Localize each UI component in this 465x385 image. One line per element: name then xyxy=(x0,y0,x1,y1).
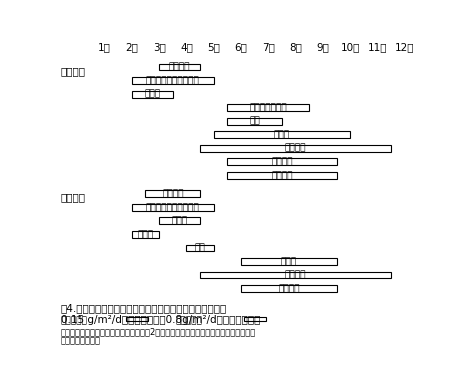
Text: オオムギ: オオムギ xyxy=(169,63,190,72)
Text: 11月: 11月 xyxy=(368,42,387,52)
Text: 窒素除去：: 窒素除去： xyxy=(175,317,202,326)
Text: アシ: アシ xyxy=(195,243,206,253)
Bar xyxy=(159,218,200,224)
Bar xyxy=(186,244,214,251)
Bar xyxy=(227,159,337,165)
Text: おける試験結果。: おける試験結果。 xyxy=(61,336,101,345)
Text: リン除去：: リン除去： xyxy=(61,317,88,326)
Text: ハトムギ: ハトムギ xyxy=(271,171,293,180)
Text: 窒素除去: 窒素除去 xyxy=(61,192,86,203)
Bar xyxy=(227,104,309,111)
Text: ケナフ: ケナフ xyxy=(281,257,297,266)
Bar xyxy=(227,172,337,179)
Bar xyxy=(200,271,391,278)
Text: 6月: 6月 xyxy=(235,42,247,52)
Bar xyxy=(132,231,159,238)
Text: 3月: 3月 xyxy=(153,42,166,52)
Bar xyxy=(200,145,391,152)
Text: ハナナ: ハナナ xyxy=(138,230,153,239)
Text: マリーゴールド: マリーゴールド xyxy=(250,103,287,112)
Text: ソルガム: ソルガム xyxy=(271,157,293,166)
Text: パピルス: パピルス xyxy=(285,144,306,153)
Bar xyxy=(126,316,148,321)
Bar xyxy=(214,131,350,138)
Bar xyxy=(241,258,337,265)
Bar xyxy=(132,204,214,211)
Bar xyxy=(132,91,173,97)
Text: オオムギ: オオムギ xyxy=(162,189,184,198)
Text: ハナナ: ハナナ xyxy=(144,90,160,99)
Text: 注）リン・窒素除去速度の最高値は、围2参照。茅城県つくば市観音台のガラス室内に: 注）リン・窒素除去速度の最高値は、围2参照。茅城県つくば市観音台のガラス室内に xyxy=(61,327,256,336)
Text: リン除去: リン除去 xyxy=(61,66,86,76)
Text: 9月: 9月 xyxy=(317,42,329,52)
Text: カラー: カラー xyxy=(172,216,188,225)
Text: 2月: 2月 xyxy=(126,42,138,52)
Bar xyxy=(241,285,337,292)
Text: イタリアンライグラス: イタリアンライグラス xyxy=(146,203,199,212)
Text: ケナフ: ケナフ xyxy=(274,130,290,139)
Text: 围4.各植物洗植バイオジオフィルター水路のリン除去速度: 围4.各植物洗植バイオジオフィルター水路のリン除去速度 xyxy=(61,303,227,313)
Text: イネ: イネ xyxy=(249,117,260,126)
Text: 5月: 5月 xyxy=(207,42,220,52)
Bar xyxy=(146,191,200,197)
Text: 0.15 g/m²/d、窒素除去速度0.8g/m²/d以上となる期間: 0.15 g/m²/d、窒素除去速度0.8g/m²/d以上となる期間 xyxy=(61,315,260,325)
Text: イタリアンライグラス: イタリアンライグラス xyxy=(146,76,199,85)
Bar xyxy=(132,77,214,84)
Text: 12月: 12月 xyxy=(395,42,415,52)
Bar xyxy=(244,316,266,321)
Text: パピルス: パピルス xyxy=(285,271,306,280)
Text: 1月: 1月 xyxy=(98,42,111,52)
Bar xyxy=(159,64,200,70)
Text: ソルガム: ソルガム xyxy=(278,284,299,293)
Bar xyxy=(227,118,282,125)
Text: 10月: 10月 xyxy=(340,42,360,52)
Text: 8月: 8月 xyxy=(289,42,302,52)
Text: 7月: 7月 xyxy=(262,42,275,52)
Text: 4月: 4月 xyxy=(180,42,193,52)
